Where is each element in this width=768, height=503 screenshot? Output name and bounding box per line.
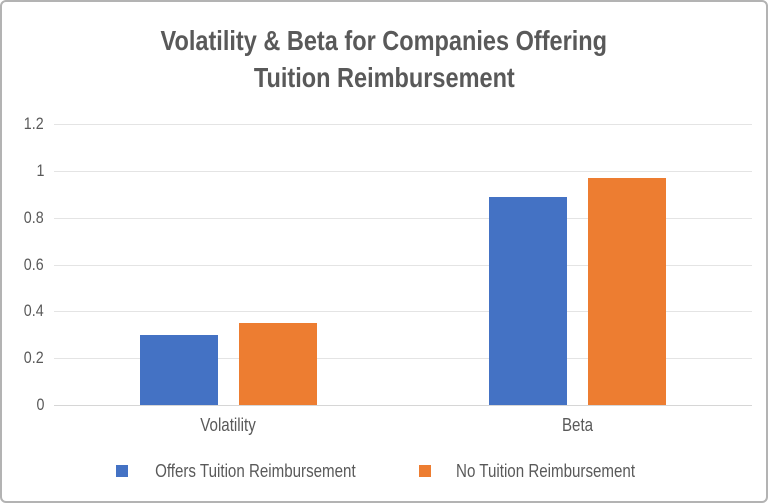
bar-beta-series-0[interactable] xyxy=(489,196,567,405)
gridline xyxy=(54,124,752,125)
legend-item-series-0[interactable]: Offers Tuition Reimbursement xyxy=(116,461,375,481)
gridline xyxy=(54,264,752,266)
y-tick-label: 0.6 xyxy=(2,254,44,274)
x-axis-line xyxy=(54,405,752,406)
legend-label: No Tuition Reimbursement xyxy=(455,461,635,481)
y-tick-label-text: 0.4 xyxy=(24,301,44,321)
y-tick-label-text: 0.6 xyxy=(24,254,44,274)
legend-swatch-icon xyxy=(418,465,431,477)
y-tick-label-text: 1 xyxy=(36,160,44,180)
plot-area xyxy=(54,124,752,406)
y-tick-label: 0.4 xyxy=(2,302,44,320)
chart-legend: Offers Tuition Reimbursement No Tuition R… xyxy=(2,461,766,481)
category-label-text: Beta xyxy=(561,415,594,435)
y-tick-label: 0 xyxy=(2,396,44,414)
y-tick-label-text: 0 xyxy=(36,395,44,414)
y-tick-label: 0.2 xyxy=(2,349,44,367)
y-tick-label-text: 0.8 xyxy=(24,207,44,227)
gridline xyxy=(54,217,752,219)
y-tick-label-text: 1.2 xyxy=(24,114,44,133)
legend-label: Offers Tuition Reimbursement xyxy=(155,461,356,481)
gridline xyxy=(54,170,752,172)
category-label-volatility: Volatility xyxy=(149,415,309,436)
gridline xyxy=(54,358,752,360)
y-tick-label-text: 0.2 xyxy=(24,348,44,368)
legend-item-series-1[interactable]: No Tuition Reimbursement xyxy=(418,461,652,481)
bar-beta-series-1[interactable] xyxy=(588,177,666,405)
y-tick-label: 1 xyxy=(2,160,44,180)
gridline xyxy=(54,311,752,313)
chart-title: Volatility & Beta for Companies Offering… xyxy=(2,22,766,96)
chart-title-line-1: Volatility & Beta for Companies Offering xyxy=(160,25,608,56)
legend-swatch-icon xyxy=(116,465,129,477)
category-label-text: Volatility xyxy=(200,415,257,435)
y-tick-label: 1.2 xyxy=(2,115,44,133)
y-tick-label: 0.8 xyxy=(2,207,44,227)
bar-volatility-series-0[interactable] xyxy=(140,334,218,405)
category-label-beta: Beta xyxy=(498,415,658,436)
bar-volatility-series-1[interactable] xyxy=(239,323,317,405)
chart-title-line-2: Tuition Reimbursement xyxy=(253,62,515,93)
